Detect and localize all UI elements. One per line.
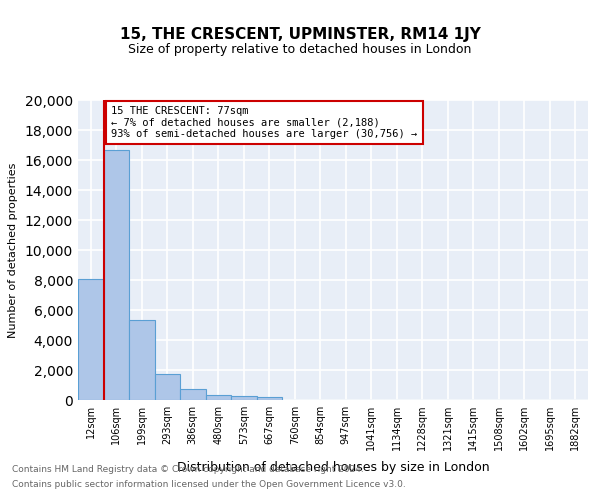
Y-axis label: Number of detached properties: Number of detached properties [8,162,18,338]
Text: Contains public sector information licensed under the Open Government Licence v3: Contains public sector information licen… [12,480,406,489]
Bar [205,395,231,400]
Bar [129,320,155,400]
Text: 15, THE CRESCENT, UPMINSTER, RM14 1JY: 15, THE CRESCENT, UPMINSTER, RM14 1JY [119,28,481,42]
Bar [180,389,205,400]
Bar [257,396,282,400]
Text: Size of property relative to detached houses in London: Size of property relative to detached ho… [128,42,472,56]
Text: Contains HM Land Registry data © Crown copyright and database right 2024.: Contains HM Land Registry data © Crown c… [12,465,364,474]
Bar [155,374,180,400]
Bar [78,278,104,400]
Text: 15 THE CRESCENT: 77sqm
← 7% of detached houses are smaller (2,188)
93% of semi-d: 15 THE CRESCENT: 77sqm ← 7% of detached … [111,106,418,139]
Bar [104,150,129,400]
Bar [231,396,257,400]
X-axis label: Distribution of detached houses by size in London: Distribution of detached houses by size … [176,462,490,474]
